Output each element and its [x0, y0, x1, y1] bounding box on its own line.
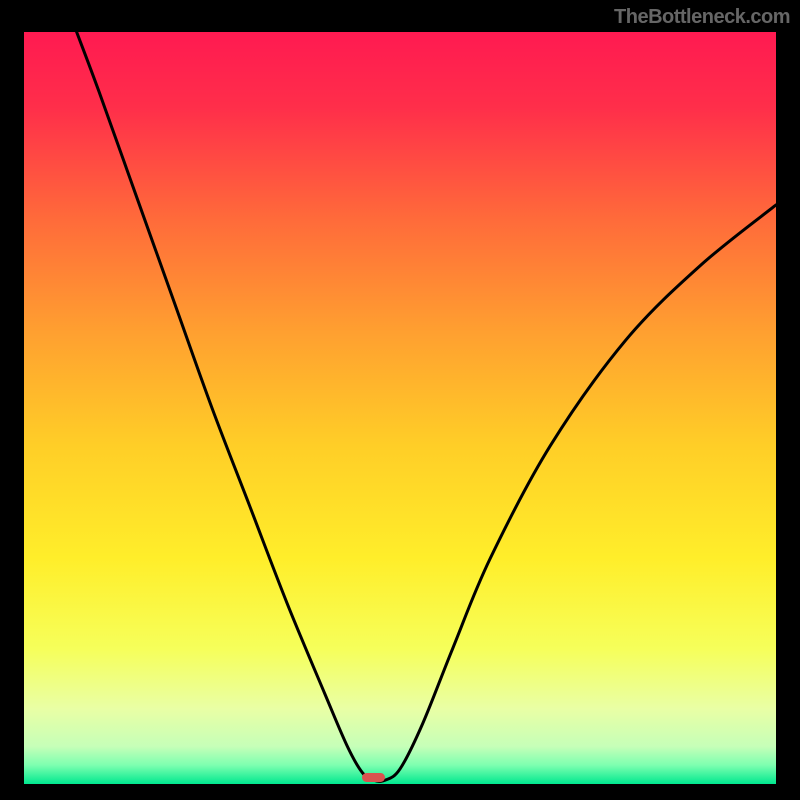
chart-root: TheBottleneck.com — [0, 0, 800, 800]
bottleneck-curve — [24, 32, 776, 784]
plot-frame — [24, 32, 776, 784]
optimum-marker — [362, 773, 385, 782]
watermark-text: TheBottleneck.com — [614, 6, 790, 29]
